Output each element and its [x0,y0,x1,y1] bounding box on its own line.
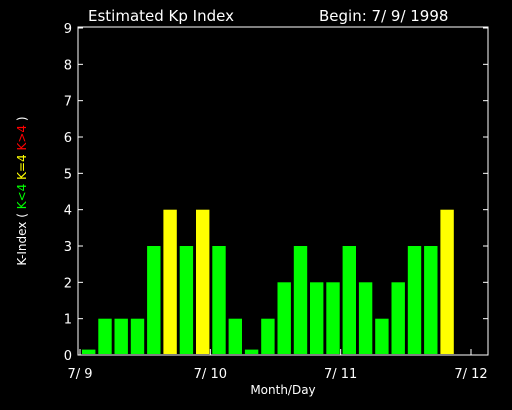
bar [375,318,389,354]
bar [130,318,145,354]
y-axis-label-high: K>4 [15,125,29,151]
y-tick-label: 8 [64,58,72,73]
bar [114,318,128,354]
bar [342,246,356,354]
y-axis-label-low: K<4 [15,184,29,210]
bar [326,282,340,354]
bar [196,209,210,354]
chart-title: Estimated Kp Index [88,7,234,25]
y-tick-label: 5 [64,167,72,182]
y-axis: 0 1 2 3 4 5 6 7 8 9 [64,22,488,364]
bar [310,282,324,354]
y-tick-label: 6 [64,131,72,146]
bar [277,282,291,354]
bar [358,282,373,354]
bar [261,318,275,354]
y-tick-label: 7 [64,95,72,110]
bar [147,246,161,354]
bar [179,246,194,354]
bar [391,282,405,354]
x-tick-label: 7/ 10 [194,367,227,382]
bar [424,246,438,354]
bar [212,246,226,354]
y-axis-label: K-Index ( K<4 K=4 K>4 ) [15,116,29,265]
begin-date-label: Begin: 7/ 9/ 1998 [319,7,448,25]
plot-frame [77,26,489,356]
y-axis-label-prefix: K-Index ( [15,213,29,265]
y-tick-label: 0 [64,349,72,364]
bar [82,349,96,354]
bar [293,246,308,354]
bar [98,318,112,354]
x-axis: 7/ 9 7/ 10 7/ 11 7/ 12 [67,349,488,382]
x-tick-label: 7/ 9 [67,367,92,382]
y-tick-label: 2 [64,276,72,291]
y-tick-label: 4 [64,204,72,219]
x-tick-label: 7/ 11 [324,367,357,382]
y-tick-label: 9 [64,22,72,37]
bar [440,209,454,354]
x-axis-label: Month/Day [250,383,315,397]
y-tick-label: 3 [64,240,72,255]
bar [407,246,422,354]
y-axis-label-suffix: ) [15,116,29,121]
bar [163,209,177,354]
bar [244,349,259,354]
bars [82,209,454,354]
y-tick-label: 1 [64,313,72,328]
bar [228,318,242,354]
x-tick-label: 7/ 12 [454,367,487,382]
y-axis-label-mid: K=4 [15,154,29,180]
